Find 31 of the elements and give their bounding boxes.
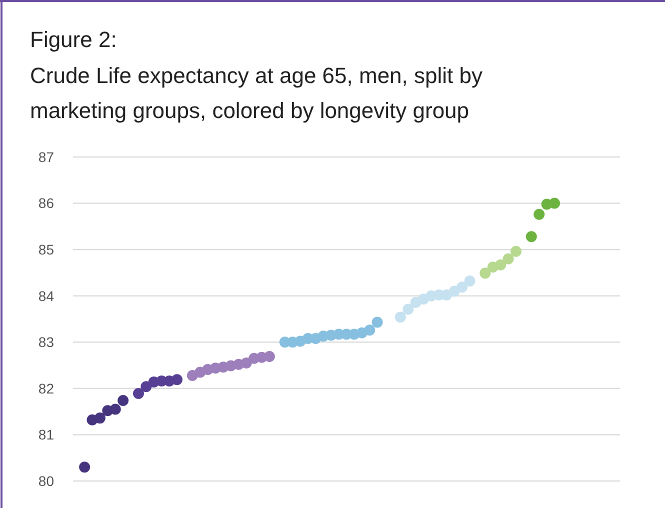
point xyxy=(526,231,537,242)
point xyxy=(110,404,121,415)
point xyxy=(372,316,383,328)
point xyxy=(510,246,522,257)
point xyxy=(394,312,406,323)
point xyxy=(456,282,468,293)
point xyxy=(140,381,152,392)
y-tick-label: 83 xyxy=(38,334,54,350)
point xyxy=(264,350,275,362)
chart-subtitle: Crude Life expectancy at age 65, men, split by marketing groups, colored by longevity group xyxy=(30,63,482,123)
y-tick-label: 82 xyxy=(38,380,54,396)
point xyxy=(480,268,491,279)
point xyxy=(172,374,183,386)
point xyxy=(464,276,476,287)
point xyxy=(495,259,506,270)
point xyxy=(534,208,545,220)
y-tick-label: 86 xyxy=(38,195,54,212)
point xyxy=(549,198,560,209)
chart-title: Figure 2: xyxy=(30,27,117,52)
point xyxy=(364,324,376,336)
point xyxy=(132,388,144,400)
y-tick-label: 87 xyxy=(38,148,54,165)
point xyxy=(502,253,514,264)
point xyxy=(118,394,129,406)
y-tick-label: 80 xyxy=(38,472,54,489)
point xyxy=(402,304,414,315)
point xyxy=(94,412,106,424)
y-tick-label: 81 xyxy=(38,426,54,443)
y-tick-label: 85 xyxy=(38,241,54,258)
point xyxy=(79,462,90,473)
y-tick-label: 84 xyxy=(38,288,54,304)
